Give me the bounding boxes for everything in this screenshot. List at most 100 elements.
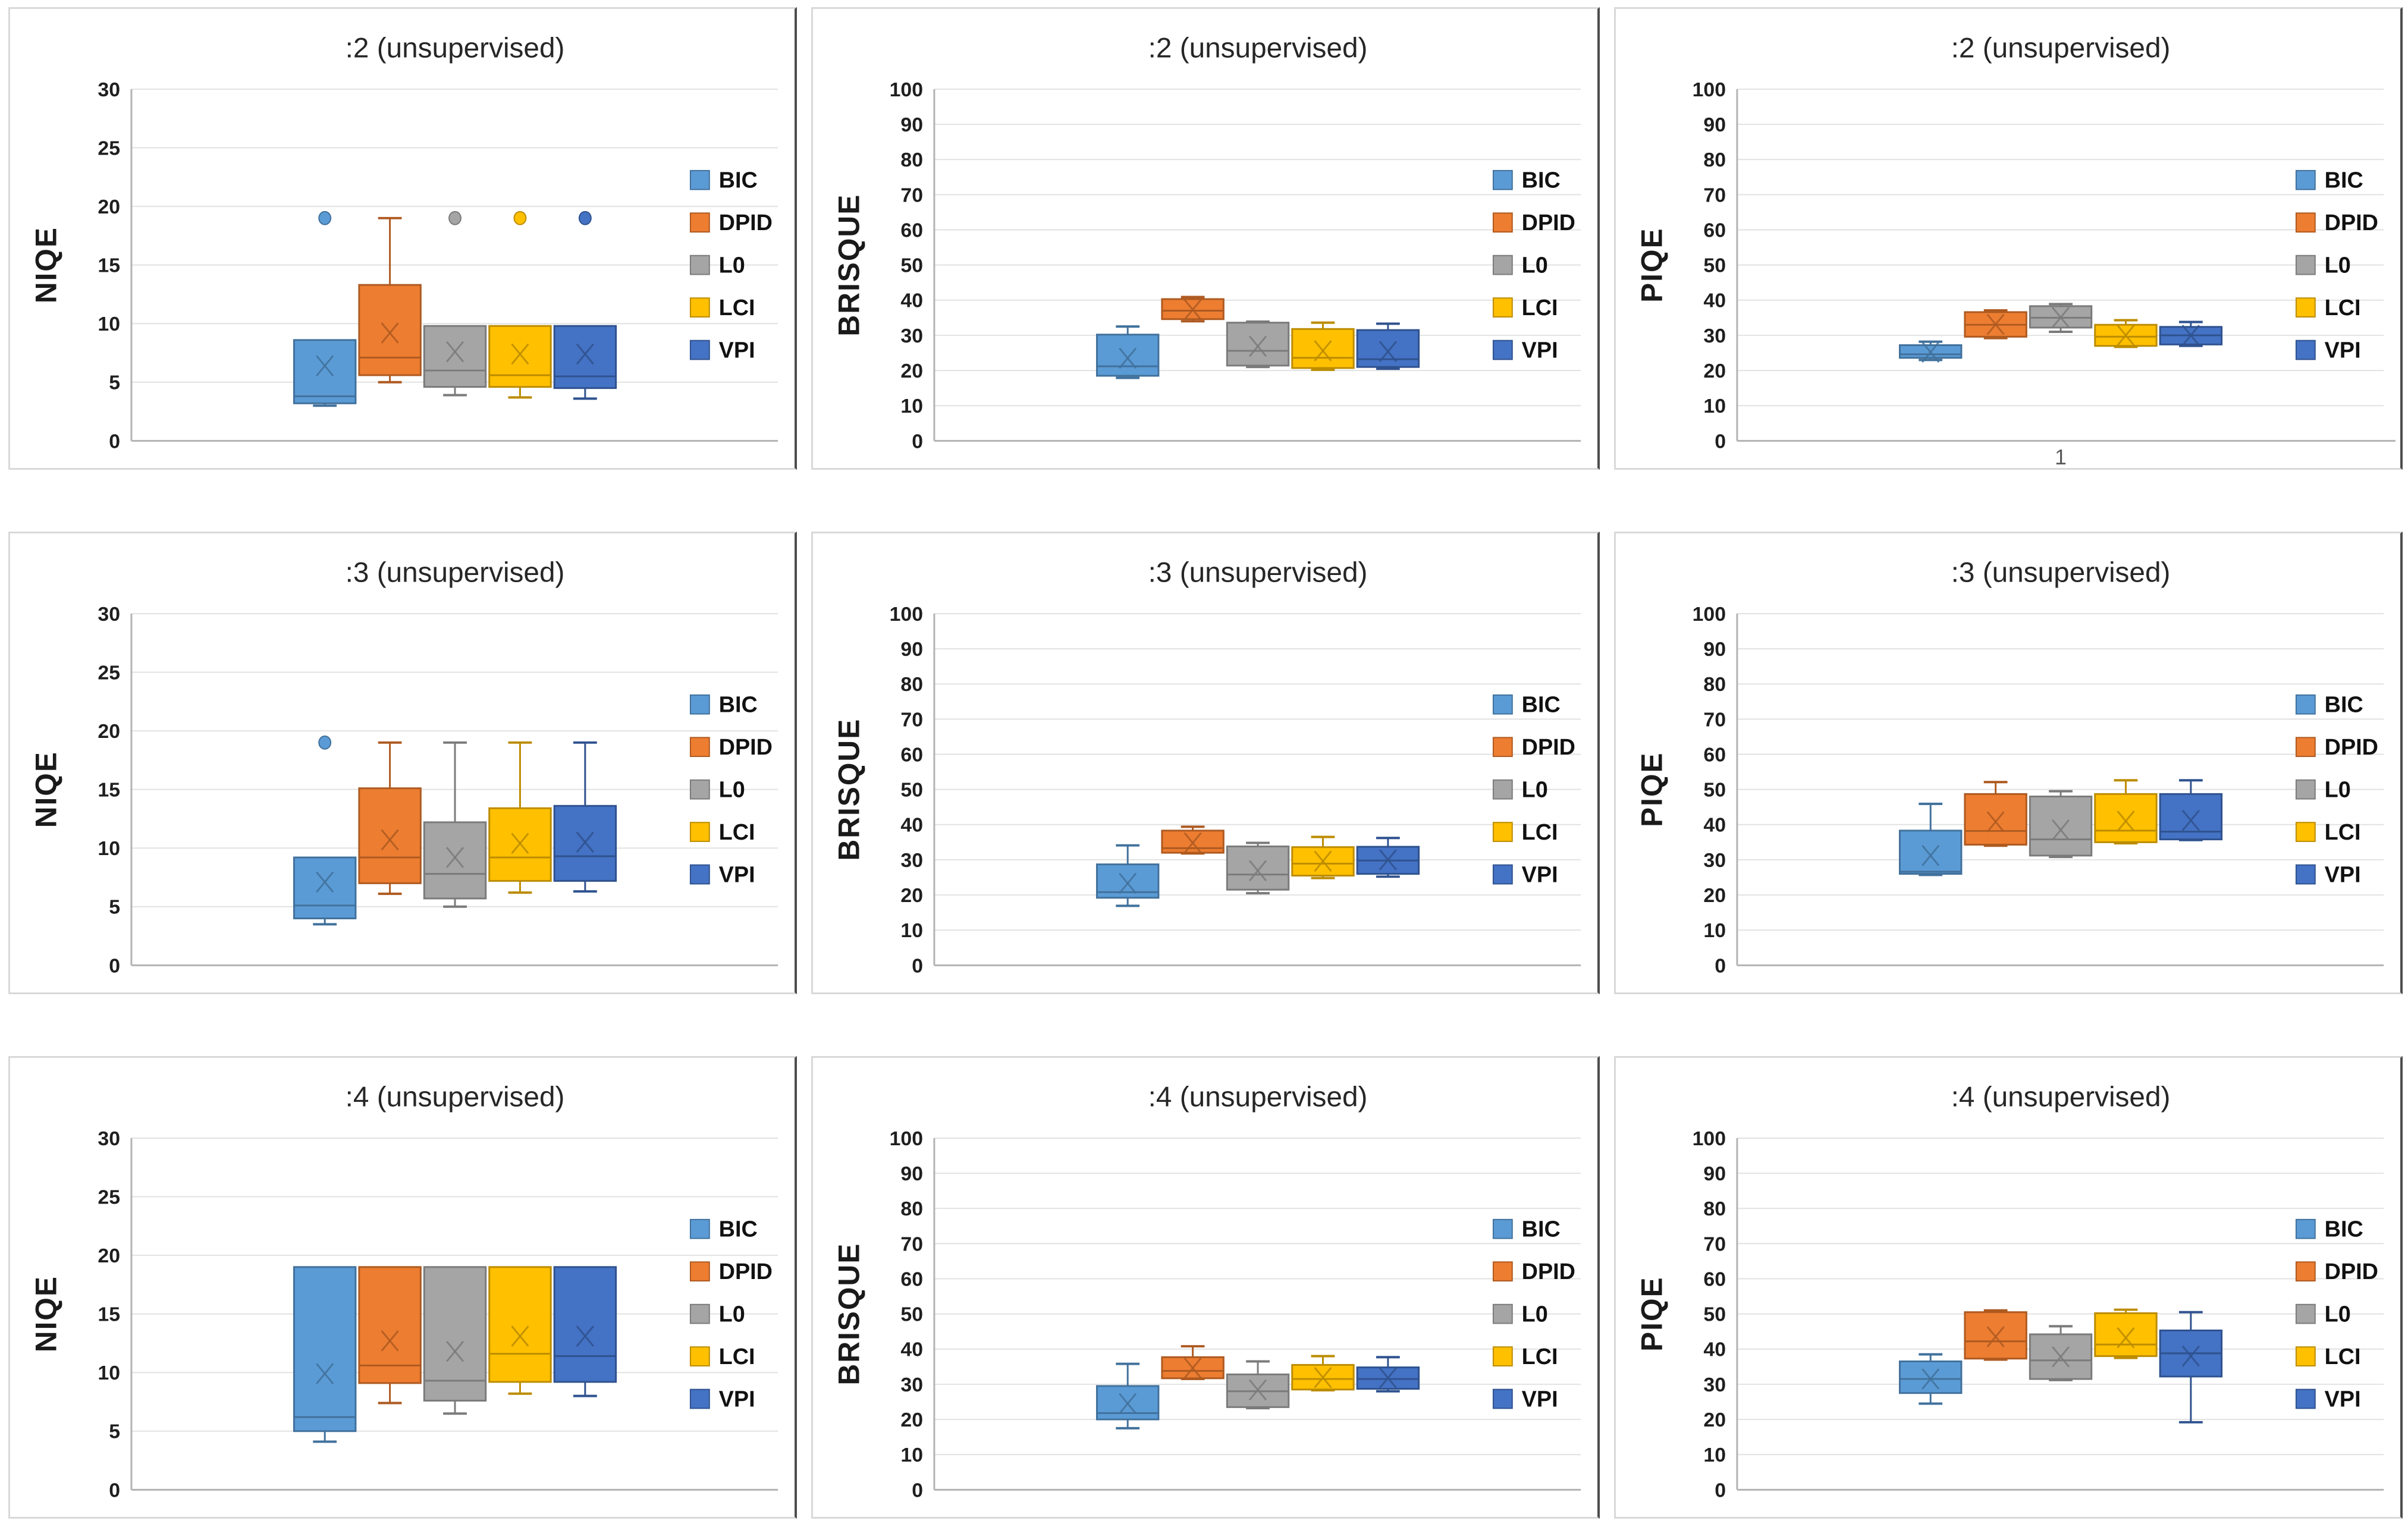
y-tick-label: 0 xyxy=(1715,1479,1726,1501)
mean-marker xyxy=(1119,347,1137,369)
y-tick-label: 20 xyxy=(900,360,923,382)
boxplot-chart-piqe-x4: 0 10 20 30 40 50 60 70 80 90 100:4 (unsupervised) P… xyxy=(1635,1081,2384,1501)
mean-marker xyxy=(1314,850,1332,872)
mean-marker xyxy=(511,343,529,365)
y-tick-label: 80 xyxy=(1703,1198,1726,1220)
mean-marker xyxy=(511,1325,529,1347)
outlier-dot xyxy=(578,210,592,225)
x-tick-label: 1 xyxy=(2055,445,2067,468)
legend-label-L0: L0 xyxy=(2325,1302,2351,1327)
y-axis-label: NIQE xyxy=(30,1275,63,1352)
legend-label-L0: L0 xyxy=(1522,1302,1548,1327)
mean-marker xyxy=(1248,335,1267,357)
y-tick-label: 10 xyxy=(98,313,120,335)
legend-swatch-VPI xyxy=(1492,340,1513,360)
y-tick-label: 20 xyxy=(98,720,120,743)
mean-marker xyxy=(445,1340,464,1362)
legend-swatch-VPI xyxy=(2295,340,2316,360)
legend-label-L0: L0 xyxy=(719,253,745,278)
y-tick-label: 30 xyxy=(1703,849,1726,872)
legend-swatch-LCI xyxy=(2295,297,2316,318)
legend-swatch-L0 xyxy=(1492,779,1513,800)
mean-marker xyxy=(1379,1367,1397,1389)
legend-label-LCI: LCI xyxy=(2325,1344,2361,1369)
legend-swatch-L0 xyxy=(1492,1303,1513,1324)
outlier-dot xyxy=(513,210,527,225)
y-tick-label: 60 xyxy=(1703,219,1726,241)
legend-swatch-L0 xyxy=(2295,779,2316,800)
mean-marker xyxy=(1314,340,1332,362)
legend-swatch-VPI xyxy=(1492,864,1513,885)
legend-swatch-DPID xyxy=(2295,1261,2316,1282)
y-tick-label: 30 xyxy=(98,1127,120,1150)
chart-title: :4 (unsupervised) xyxy=(1951,1081,2171,1113)
legend-swatch-VPI xyxy=(689,340,710,360)
y-axis-label: PIQE xyxy=(1635,227,1669,302)
boxplot-chart-niqe-x4: 0 5 10 15 20 25 30:4 (unsupervised) NIQE BIC DPID… xyxy=(30,1081,778,1501)
mean-marker xyxy=(1248,860,1267,882)
legend-swatch-L0 xyxy=(2295,254,2316,275)
chart-panel-piqe-x2: 0 10 20 30 40 50 60 70 80 90 100:2 (unsupervised) P… xyxy=(1614,7,2403,470)
y-axis-label: BRISQUE xyxy=(833,194,866,337)
legend-label-VPI: VPI xyxy=(2325,862,2361,887)
y-tick-label: 70 xyxy=(1703,708,1726,731)
mean-marker xyxy=(2181,325,2200,346)
y-tick-label: 10 xyxy=(98,837,120,860)
y-tick-label: 0 xyxy=(1715,430,1726,453)
box-VPI xyxy=(1356,329,1420,368)
chart-panel-piqe-x3: 0 10 20 30 40 50 60 70 80 90 100:3 (unsupervised) P… xyxy=(1614,532,2403,994)
outlier-dot xyxy=(318,735,332,750)
legend-swatch-VPI xyxy=(2295,864,2316,885)
y-tick-label: 90 xyxy=(900,114,923,136)
y-tick-label: 100 xyxy=(890,1127,923,1150)
legend-swatch-LCI xyxy=(2295,1346,2316,1366)
legend-label-BIC: BIC xyxy=(719,692,758,717)
legend-swatch-BIC xyxy=(1492,169,1513,190)
chart-title: :2 (unsupervised) xyxy=(346,32,565,64)
y-tick-label: 0 xyxy=(912,1479,923,1501)
y-tick-label: 15 xyxy=(98,254,120,277)
mean-marker xyxy=(1379,341,1397,362)
legend-swatch-DPID xyxy=(2295,212,2316,233)
y-tick-label: 5 xyxy=(109,896,120,919)
outlier-dot xyxy=(448,210,461,225)
mean-marker xyxy=(445,847,464,868)
y-tick-label: 25 xyxy=(98,137,120,159)
y-tick-label: 10 xyxy=(900,919,923,942)
y-tick-label: 0 xyxy=(912,430,923,453)
chart-panel-brisque-x3: 0 10 20 30 40 50 60 70 80 90 100:3 (unsupervised) B… xyxy=(811,532,1600,994)
legend-swatch-BIC xyxy=(689,694,710,715)
legend-swatch-BIC xyxy=(2295,694,2316,715)
mean-marker xyxy=(2051,1346,2070,1368)
box-BIC xyxy=(1898,1361,1963,1394)
legend-label-L0: L0 xyxy=(719,777,745,802)
y-tick-label: 50 xyxy=(1703,254,1726,277)
legend-swatch-DPID xyxy=(2295,737,2316,758)
y-tick-label: 70 xyxy=(900,1233,923,1255)
y-tick-label: 20 xyxy=(98,1245,120,1267)
legend-label-DPID: DPID xyxy=(2325,1259,2378,1284)
mean-marker xyxy=(2181,1345,2200,1367)
mean-marker xyxy=(1248,1379,1267,1401)
y-tick-label: 50 xyxy=(1703,779,1726,802)
y-axis-label: NIQE xyxy=(30,227,63,303)
legend-label-LCI: LCI xyxy=(2325,295,2361,320)
mean-marker xyxy=(2181,809,2200,831)
box-DPID xyxy=(1964,793,2027,846)
legend-label-L0: L0 xyxy=(719,1302,745,1327)
legend-label-DPID: DPID xyxy=(719,734,773,759)
y-tick-label: 40 xyxy=(900,1339,923,1361)
legend-label-L0: L0 xyxy=(1522,777,1548,802)
chart-panel-niqe-x4: 0 5 10 15 20 25 30:4 (unsupervised) NIQE BIC DPID… xyxy=(8,1056,797,1519)
y-tick-label: 0 xyxy=(109,430,120,453)
box-LCI xyxy=(2094,1312,2158,1358)
legend-swatch-L0 xyxy=(2295,1303,2316,1324)
mean-marker xyxy=(576,1325,594,1347)
outlier-dot xyxy=(318,210,332,225)
y-axis-label: PIQE xyxy=(1635,1276,1669,1351)
legend-label-VPI: VPI xyxy=(1522,337,1558,362)
y-tick-label: 100 xyxy=(1693,1127,1726,1150)
legend-label-BIC: BIC xyxy=(2325,1217,2363,1242)
legend-swatch-LCI xyxy=(689,1346,710,1366)
box-BIC xyxy=(1095,334,1160,377)
